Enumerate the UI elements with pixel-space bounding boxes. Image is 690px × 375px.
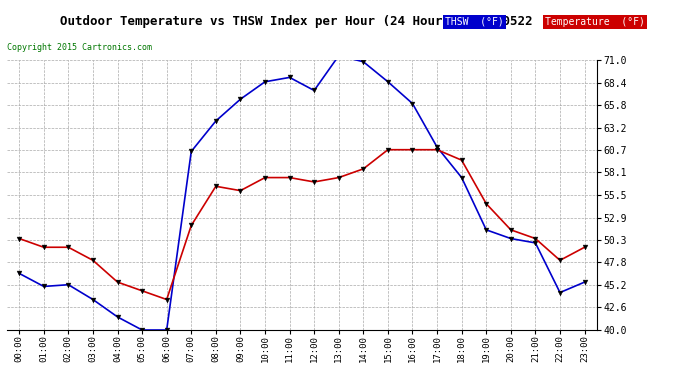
Text: Temperature  (°F): Temperature (°F) (545, 17, 645, 27)
Text: THSW  (°F): THSW (°F) (445, 17, 504, 27)
Text: Copyright 2015 Cartronics.com: Copyright 2015 Cartronics.com (7, 43, 152, 52)
Text: Outdoor Temperature vs THSW Index per Hour (24 Hours)  20150522: Outdoor Temperature vs THSW Index per Ho… (61, 15, 533, 28)
